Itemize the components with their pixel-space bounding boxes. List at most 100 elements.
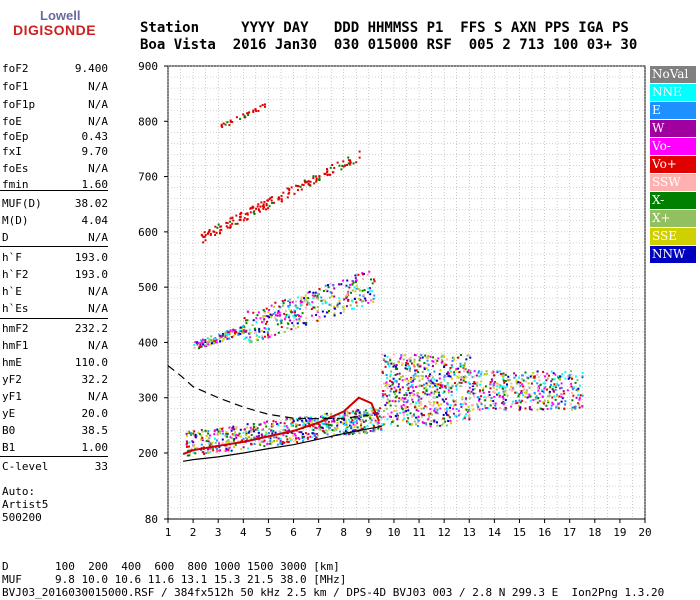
echo-point	[232, 219, 235, 222]
param-value-b1: 1.00	[81, 441, 109, 454]
echo-point	[204, 341, 207, 344]
echo-point	[187, 445, 190, 448]
echo-point	[471, 383, 474, 386]
echo-point	[539, 407, 542, 410]
echo-point	[299, 315, 302, 318]
echo-point	[366, 412, 369, 415]
echo-point	[292, 319, 295, 322]
echo-point	[207, 440, 210, 443]
echo-point	[574, 381, 577, 384]
echo-point	[349, 161, 352, 164]
y-tick-label: 800	[138, 115, 158, 128]
echo-point	[385, 401, 388, 404]
echo-point	[331, 420, 334, 423]
echo-point	[304, 424, 307, 427]
echo-point	[417, 398, 420, 401]
echo-point	[415, 401, 418, 404]
echo-point	[405, 392, 408, 395]
echo-point	[202, 241, 205, 244]
echo-point	[232, 434, 235, 437]
echo-point	[422, 375, 425, 378]
echo-point	[277, 196, 280, 199]
echo-point	[202, 341, 205, 344]
param-label-b0: B0	[2, 424, 16, 437]
echo-point	[257, 109, 260, 112]
echo-point	[318, 175, 321, 178]
echo-point	[299, 185, 302, 188]
echo-point	[482, 391, 485, 394]
echo-point	[381, 370, 384, 373]
echo-point	[394, 390, 397, 393]
echo-point	[274, 431, 277, 434]
echo-point	[333, 312, 336, 315]
echo-point	[298, 438, 301, 441]
echo-point	[333, 420, 336, 423]
echo-point	[380, 429, 383, 432]
echo-point	[481, 389, 484, 392]
echo-point	[355, 284, 358, 287]
echo-point	[368, 415, 371, 418]
echo-point	[581, 404, 584, 407]
echo-point	[403, 393, 406, 396]
echo-point	[454, 403, 457, 406]
echo-point	[341, 164, 344, 167]
echo-point	[394, 400, 397, 403]
x-tick-label: 12	[438, 526, 451, 539]
echo-point	[536, 370, 539, 373]
echo-point	[273, 316, 276, 319]
echo-point	[325, 412, 328, 415]
param-label-yf2: yF2	[2, 373, 22, 386]
auto-scaling-info: Auto: Artist5 500200	[2, 485, 48, 524]
echo-point	[228, 449, 231, 452]
echo-point	[389, 390, 392, 393]
echo-point	[385, 407, 388, 410]
echo-point	[570, 385, 573, 388]
echo-point	[390, 362, 393, 365]
echo-point	[279, 313, 282, 316]
echo-point	[209, 233, 212, 236]
echo-point	[246, 112, 249, 115]
echo-point	[351, 300, 354, 303]
echo-point	[338, 283, 341, 286]
echo-point	[248, 430, 251, 433]
auto-label: Auto:	[2, 485, 36, 498]
echo-point	[194, 452, 197, 455]
echo-point	[405, 420, 408, 423]
echo-point	[513, 372, 516, 375]
echo-point	[249, 211, 252, 214]
echo-point	[503, 402, 506, 405]
echo-point	[293, 316, 296, 319]
echo-point	[398, 397, 401, 400]
echo-point	[446, 374, 449, 377]
echo-point	[433, 392, 436, 395]
echo-point	[477, 408, 480, 411]
echo-point	[577, 389, 580, 392]
echo-point	[346, 279, 349, 282]
echo-point	[560, 400, 563, 403]
echo-point	[311, 294, 314, 297]
echo-point	[414, 372, 417, 375]
echo-point	[354, 424, 357, 427]
echo-point	[496, 385, 499, 388]
echo-point	[225, 335, 228, 338]
echo-point	[265, 307, 268, 310]
echo-point	[315, 180, 318, 183]
echo-point	[407, 389, 410, 392]
echo-point	[479, 374, 482, 377]
echo-point	[541, 401, 544, 404]
echo-point	[257, 434, 260, 437]
echo-point	[434, 358, 437, 361]
echo-point	[358, 289, 361, 292]
echo-point	[515, 391, 518, 394]
echo-point	[243, 317, 246, 320]
echo-point	[346, 414, 349, 417]
echo-point	[552, 403, 555, 406]
echo-point	[505, 407, 508, 410]
echo-point	[418, 355, 421, 358]
echo-point	[339, 421, 342, 424]
echo-point	[549, 383, 552, 386]
echo-point	[410, 362, 413, 365]
echo-point	[289, 301, 292, 304]
echo-point	[447, 372, 450, 375]
echo-point	[449, 404, 452, 407]
